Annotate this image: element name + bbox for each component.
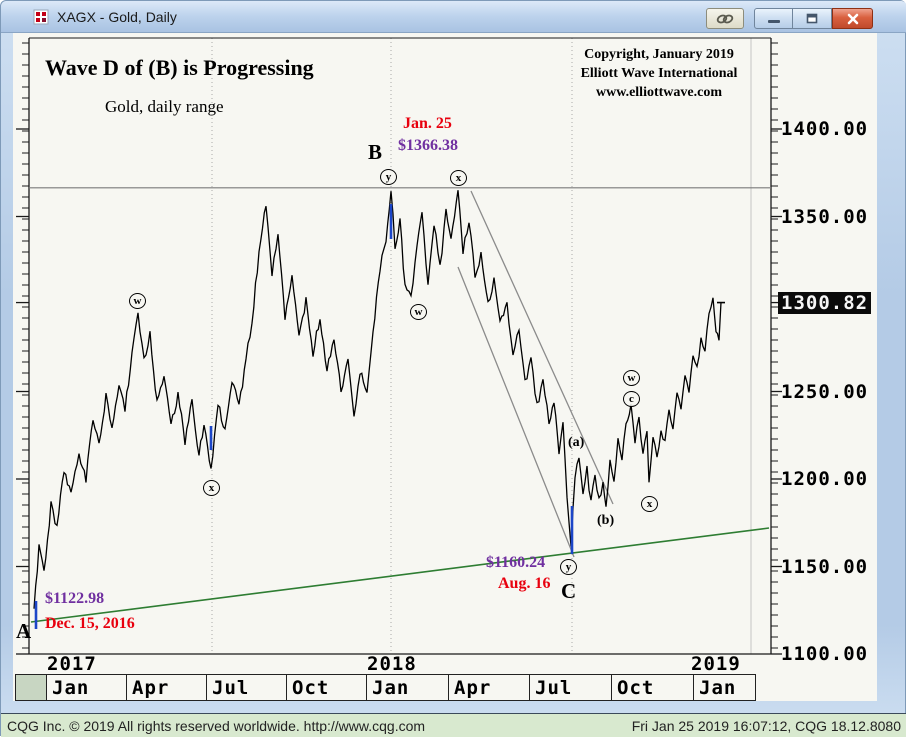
chart-background xyxy=(13,33,877,701)
status-datetime-text: Fri Jan 25 2019 16:07:12, CQG 18.12.8080 xyxy=(631,717,901,734)
minimize-button[interactable] xyxy=(754,8,793,29)
close-button[interactable] xyxy=(832,8,873,29)
channel-line xyxy=(457,266,575,558)
maximize-button[interactable] xyxy=(793,8,832,29)
minimize-icon xyxy=(767,20,780,23)
status-copyright-text: CQG Inc. © 2019 All rights reserved worl… xyxy=(7,717,426,734)
close-icon xyxy=(847,13,858,24)
window-title: XAGX - Gold, Daily xyxy=(57,8,177,25)
channel-line xyxy=(470,190,614,505)
trendline xyxy=(30,527,770,623)
titlebar[interactable]: XAGX - Gold, Daily xyxy=(1,1,906,33)
window-controls xyxy=(706,8,873,29)
link-button[interactable] xyxy=(706,8,744,29)
maximize-icon xyxy=(806,13,818,24)
cqg-app-icon xyxy=(33,9,49,25)
status-bar: CQG Inc. © 2019 All rights reserved worl… xyxy=(1,713,906,737)
gold-price-series xyxy=(33,190,722,609)
